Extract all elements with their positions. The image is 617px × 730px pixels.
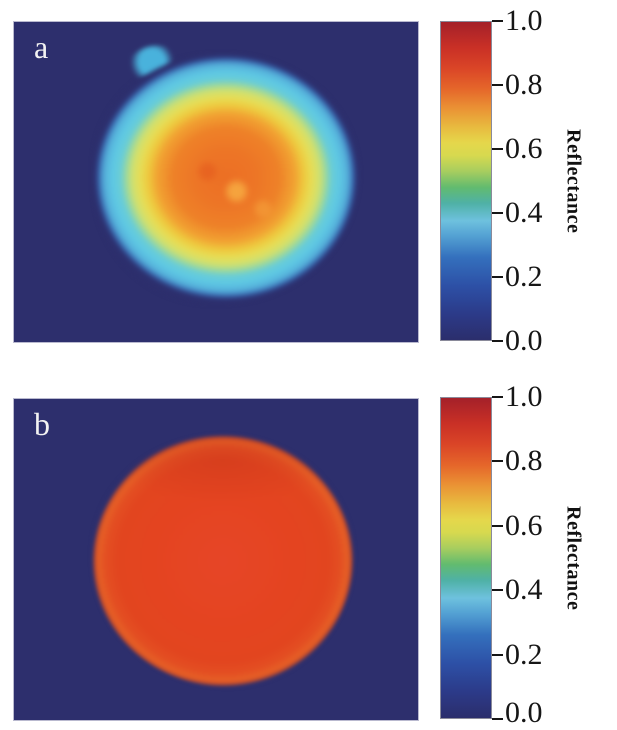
colorbar-axis-label-wrap-b: Reflectance (556, 397, 590, 719)
colorbar-a (440, 21, 492, 341)
tick-mark (492, 654, 503, 656)
tick-mark (492, 460, 503, 462)
tick-mark (492, 340, 503, 342)
tick-mark (492, 84, 503, 86)
tick-mark (492, 148, 503, 150)
colorbar-axis-label-wrap-a: Reflectance (556, 21, 590, 341)
tick-mark (492, 525, 503, 527)
tick-label: 0.6 (505, 509, 543, 542)
panel-label-b: b (34, 406, 50, 442)
sample-blob-b (92, 435, 354, 687)
tick-label: 0.0 (505, 696, 543, 729)
heatmap-panel-a: a (13, 21, 419, 343)
tick-mark (492, 20, 503, 22)
tick-mark (492, 396, 503, 398)
tick-label: 0.8 (505, 444, 543, 477)
tick-label: 0.4 (505, 196, 543, 229)
colorbar-axis-label-a: Reflectance (562, 128, 585, 234)
tick-label: 0.0 (505, 324, 543, 357)
tick-label: 0.2 (505, 638, 543, 671)
tick-mark (492, 276, 503, 278)
panel-label-a: a (34, 29, 49, 65)
tick-mark (492, 589, 503, 591)
tick-mark (492, 718, 503, 720)
tick-mark (492, 212, 503, 214)
colorbar-axis-label-b: Reflectance (562, 505, 585, 611)
colorbar-b (440, 397, 492, 719)
tick-label: 0.8 (505, 68, 543, 101)
heatmap-panel-b: b (13, 398, 419, 721)
tick-label: 0.4 (505, 573, 543, 606)
tick-label: 1.0 (505, 4, 543, 37)
tick-label: 1.0 (505, 380, 543, 413)
tick-label: 0.2 (505, 260, 543, 293)
sample-blob-a (94, 55, 358, 303)
tick-label: 0.6 (505, 132, 543, 165)
